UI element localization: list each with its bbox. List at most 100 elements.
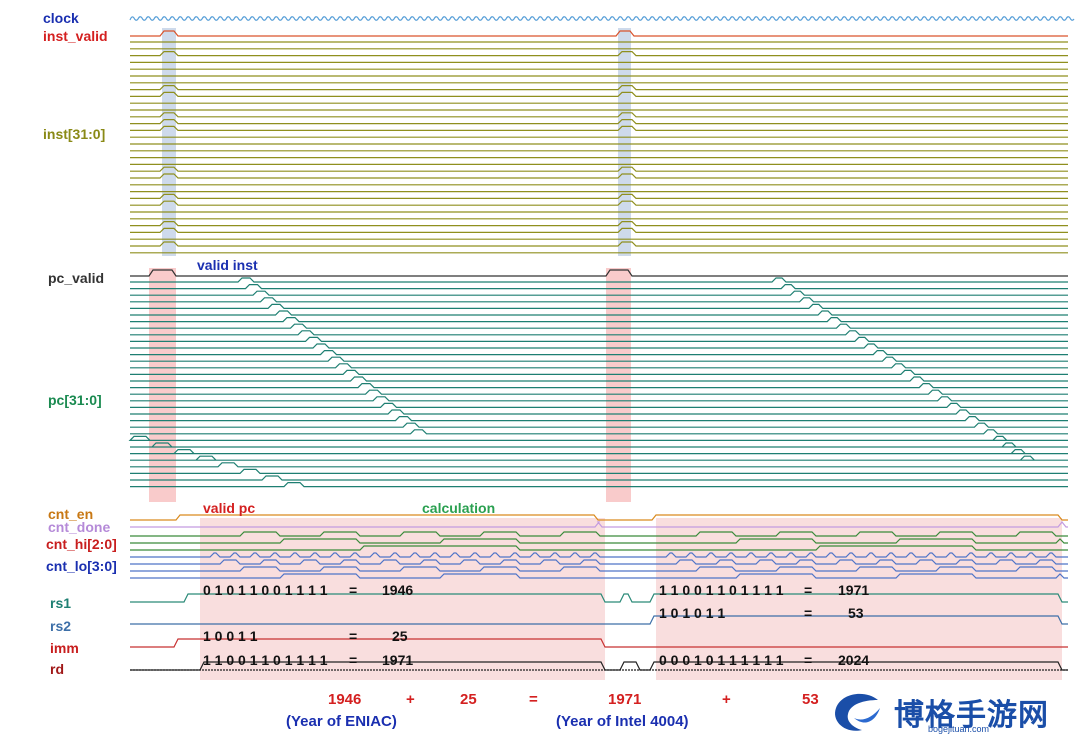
label-rs1: rs1 <box>50 595 72 611</box>
pc-bit-line <box>130 475 1068 481</box>
rs2-dec-second: 53 <box>848 605 864 621</box>
pc-valid-wave <box>130 269 1068 277</box>
rs1-wave <box>130 593 1068 603</box>
pc-bit-line <box>128 435 1068 441</box>
rd-wave <box>130 661 1068 671</box>
watermark-text: 博格手游网 <box>894 698 1049 733</box>
rd-eq-second: = <box>804 652 813 668</box>
label-inst-valid: inst_valid <box>43 28 108 44</box>
pc-bit-line <box>130 297 1068 303</box>
imm-bits-first: 1 0 0 1 1 <box>203 628 258 644</box>
rs1-bits-second: 1 1 0 0 1 1 0 1 1 1 1 <box>659 582 784 598</box>
inst-bit-line <box>130 193 1068 199</box>
caption-intel-4004: (Year of Intel 4004) <box>556 713 689 730</box>
cnt-lo-bit-line <box>130 566 1068 572</box>
pc-bit-line <box>130 416 1068 422</box>
label-cnt-en: cnt_en <box>48 506 94 522</box>
equation-25: 25 <box>460 691 477 708</box>
annotation-calculation: calculation <box>422 500 496 516</box>
cnt-hi-bit-line <box>130 545 1068 551</box>
equation-1971: 1971 <box>608 691 642 708</box>
rs1-bits-first: 0 1 0 1 1 0 0 1 1 1 1 <box>203 582 328 598</box>
rd-bits-second: 0 0 0 1 0 1 1 1 1 1 1 <box>659 652 784 668</box>
pc-bit-line <box>130 409 1068 415</box>
annotation-valid-inst: valid inst <box>197 257 258 273</box>
rs1-dec-first: 1946 <box>382 582 414 598</box>
label-pc-valid: pc_valid <box>48 270 105 286</box>
pc-bit-line <box>130 317 1068 323</box>
pc-bit-line <box>130 389 1068 395</box>
inst-bit-line <box>130 91 1068 97</box>
rd-bits-first: 1 1 0 0 1 1 0 1 1 1 1 <box>203 652 328 668</box>
pc-bit-line <box>130 396 1068 402</box>
pc-bit-line <box>130 422 1068 428</box>
annotation-valid-pc: valid pc <box>203 500 256 516</box>
watermark-url: bogejituan.com <box>928 724 990 734</box>
rs1-eq-second: = <box>804 582 813 598</box>
inst-bit-line <box>130 227 1068 233</box>
rd-dec-first: 1971 <box>382 652 414 668</box>
cnt-lo-bit-line <box>130 559 1068 565</box>
clock-wave <box>129 16 1075 21</box>
equation-equals: = <box>529 691 538 708</box>
pc-bit-line <box>130 455 1068 461</box>
imm-dec-first: 25 <box>392 628 408 644</box>
pc-bit-line <box>130 303 1068 309</box>
pc-bit-line <box>130 376 1068 382</box>
caption-eniac: (Year of ENIAC) <box>286 713 397 730</box>
rs2-eq-second: = <box>804 605 813 621</box>
pc-bit-line <box>130 356 1068 362</box>
cnt-en-wave <box>130 514 1068 521</box>
label-pc: pc[31:0] <box>48 392 102 408</box>
rs2-bits-second: 1 0 1 0 1 1 <box>659 605 726 621</box>
inst-bit-line <box>130 51 1068 57</box>
pc-bit-line <box>130 330 1068 336</box>
pc-bit-line <box>130 462 1068 468</box>
pc-bit-line <box>130 442 1068 448</box>
pc-bit-line <box>130 323 1068 329</box>
imm-eq-first: = <box>349 628 358 644</box>
label-cnt-hi: cnt_hi[2:0] <box>46 536 117 552</box>
rs1-eq-first: = <box>349 582 358 598</box>
rd-eq-first: = <box>349 652 358 668</box>
highlight-pc-2 <box>606 268 631 502</box>
cnt-lo-bit-line <box>130 573 1068 579</box>
inst-bit-line <box>130 241 1068 247</box>
inst-bit-line <box>130 166 1068 172</box>
watermark-logo-icon <box>835 693 880 731</box>
label-clock: clock <box>43 10 79 26</box>
pc-bit-line <box>130 277 1068 283</box>
pc-bit-line <box>130 350 1068 356</box>
pc-bit-line <box>130 468 1068 474</box>
inst-bit-line <box>130 221 1068 227</box>
cnt-hi-bit-line <box>130 538 1068 544</box>
label-imm: imm <box>50 640 79 656</box>
label-cnt-lo: cnt_lo[3:0] <box>46 558 117 574</box>
imm-wave <box>130 638 1068 648</box>
inst-bit-line <box>130 112 1068 118</box>
equation-plus-1: + <box>406 691 415 708</box>
rs1-dec-second: 1971 <box>838 582 870 598</box>
cnt-lo-bit-line <box>130 552 1068 558</box>
pc-bit-line <box>130 383 1068 389</box>
pc-bit-line <box>130 284 1068 290</box>
pc-bit-line <box>130 429 1068 435</box>
inst-bit-line <box>130 173 1068 179</box>
equation-1946: 1946 <box>328 691 362 708</box>
pc-bit-line <box>130 482 1068 488</box>
label-inst: inst[31:0] <box>43 126 106 142</box>
highlight-calc-2 <box>656 518 1062 680</box>
highlight-pc-1 <box>149 268 176 502</box>
pc-bit-line <box>130 336 1068 342</box>
rs2-wave <box>130 615 1068 625</box>
pc-bit-line <box>130 369 1068 375</box>
cnt-done-wave <box>130 521 1068 528</box>
inst-bit-line <box>130 85 1068 91</box>
pc-bit-line <box>130 449 1068 455</box>
highlight-calc-1 <box>200 518 605 680</box>
inst-bit-line <box>130 125 1068 131</box>
cnt-hi-bit-line <box>130 531 1068 537</box>
label-cnt-done: cnt_done <box>48 519 111 535</box>
pc-bit-line <box>130 343 1068 349</box>
